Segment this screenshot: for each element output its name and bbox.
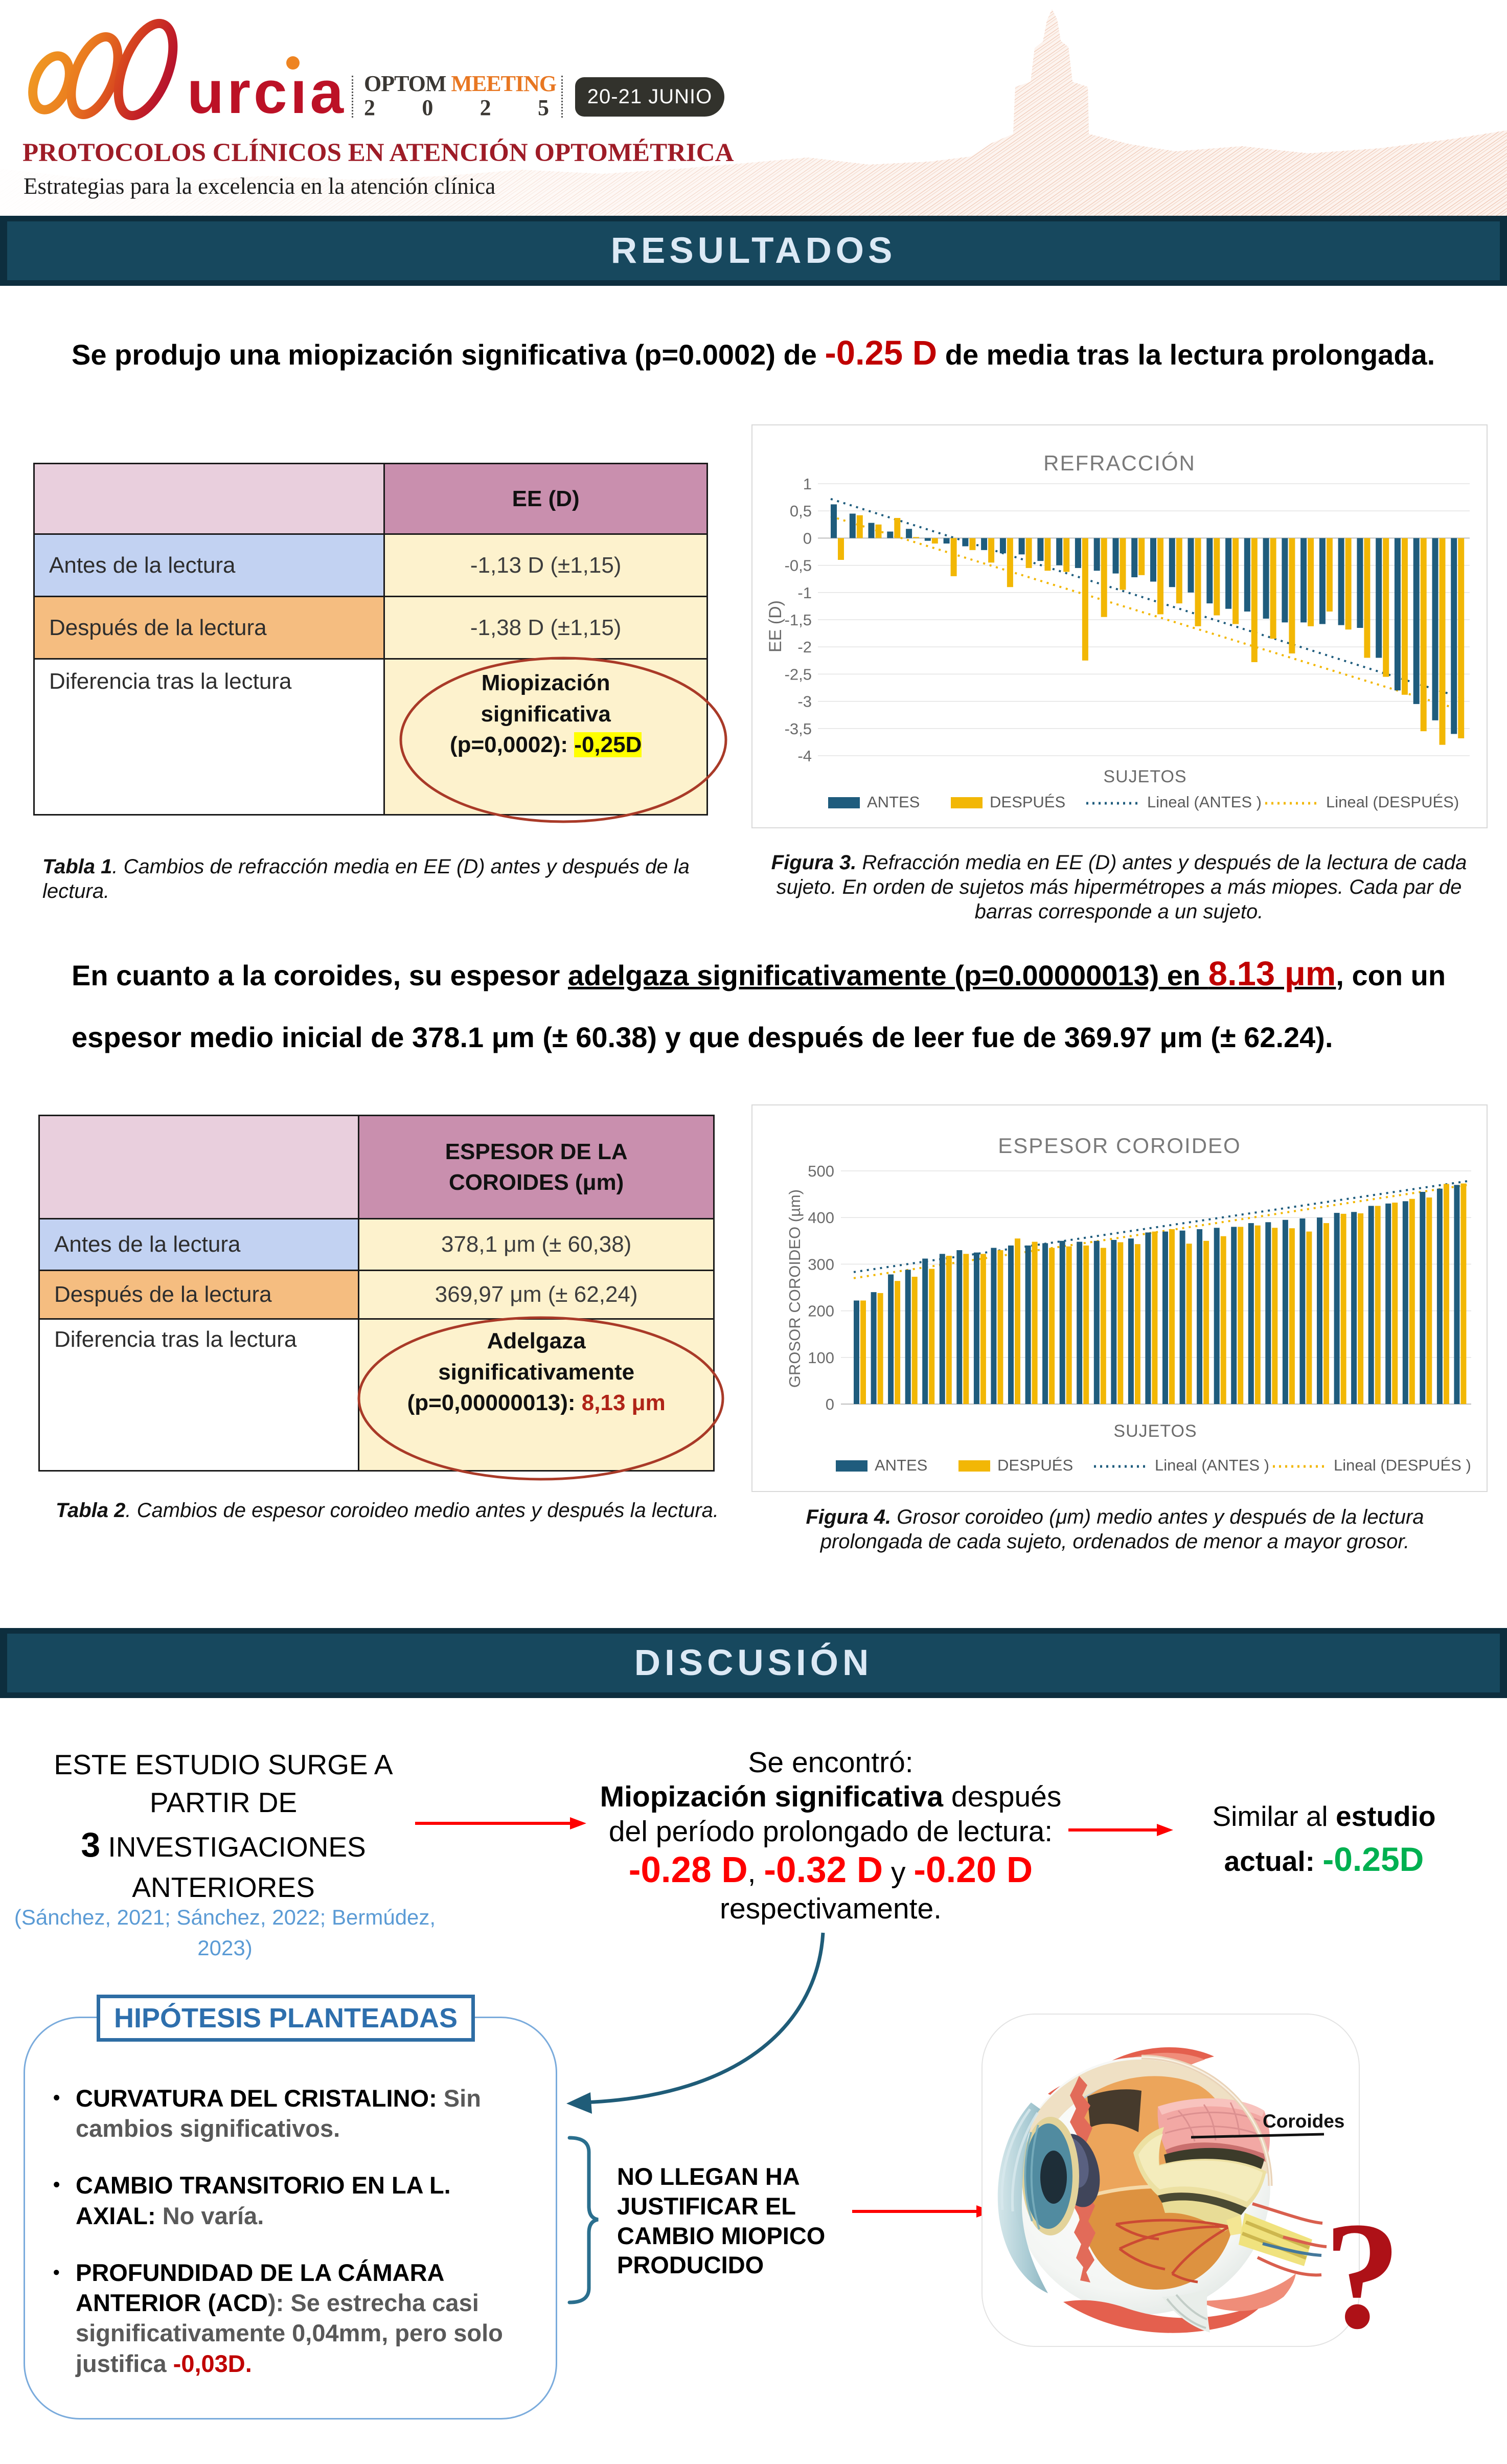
svg-text:-1: -1 [797, 584, 812, 602]
svg-text:SUJETOS: SUJETOS [1113, 1421, 1197, 1441]
svg-text:300: 300 [808, 1255, 834, 1273]
svg-text:0: 0 [826, 1395, 834, 1413]
svg-text:DESPUÉS: DESPUÉS [990, 793, 1065, 811]
svg-text:ANTES: ANTES [867, 793, 920, 811]
svg-text:urcıa: urcıa [187, 59, 347, 126]
svg-text:-2,5: -2,5 [785, 665, 812, 683]
svg-text:-1,5: -1,5 [785, 611, 812, 629]
svg-text:-2: -2 [797, 638, 812, 656]
svg-text:200: 200 [808, 1302, 834, 1320]
svg-text:GROSOR COROIDEO (µm): GROSOR COROIDEO (µm) [786, 1189, 804, 1388]
svg-text:EE (D): EE (D) [766, 600, 785, 652]
svg-text:ESPESOR COROIDEO: ESPESOR COROIDEO [998, 1134, 1241, 1158]
svg-text:0,5: 0,5 [790, 502, 812, 520]
svg-text:Lineal (ANTES ): Lineal (ANTES ) [1155, 1456, 1269, 1474]
svg-text:ANTES: ANTES [875, 1456, 927, 1474]
svg-text:0: 0 [803, 529, 812, 547]
svg-text:SUJETOS: SUJETOS [1103, 767, 1186, 786]
svg-text:-3,5: -3,5 [785, 720, 812, 738]
svg-text:100: 100 [808, 1349, 834, 1367]
svg-text:-3: -3 [797, 693, 812, 711]
svg-text:-4: -4 [797, 747, 812, 765]
svg-text:1: 1 [803, 475, 812, 493]
svg-text:400: 400 [808, 1209, 834, 1227]
svg-text:Lineal (DESPUÉS ): Lineal (DESPUÉS ) [1334, 1456, 1471, 1474]
svg-text:DESPUÉS: DESPUÉS [997, 1456, 1073, 1474]
svg-text:REFRACCIÓN: REFRACCIÓN [1043, 451, 1196, 475]
svg-text:500: 500 [808, 1162, 834, 1180]
svg-text:Lineal (ANTES ): Lineal (ANTES ) [1147, 793, 1262, 811]
svg-text:Lineal (DESPUÉS): Lineal (DESPUÉS) [1326, 793, 1459, 811]
svg-text:-0,5: -0,5 [785, 557, 812, 575]
